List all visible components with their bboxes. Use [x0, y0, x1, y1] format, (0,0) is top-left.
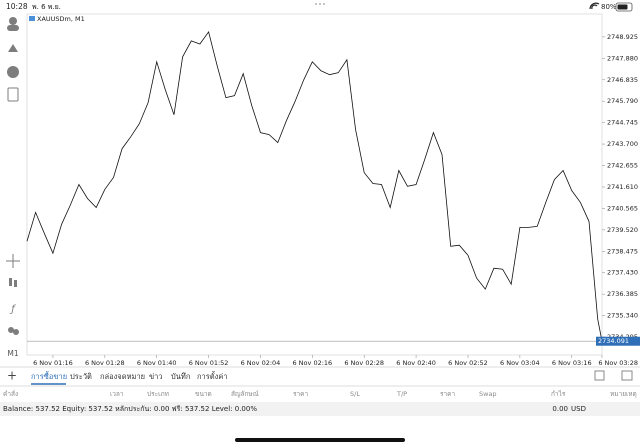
dot — [323, 3, 325, 5]
column-header: หมายเหตุ — [610, 390, 637, 398]
x-tick-label: 6 Nov 03:04 — [500, 359, 540, 367]
x-tick-label: 6 Nov 03:28 — [598, 359, 638, 367]
current-price-label: 2734.091 — [598, 337, 629, 345]
tab[interactable]: กล่องจดหมาย — [100, 372, 145, 381]
news-icon[interactable] — [7, 87, 19, 102]
objects-icon-2 — [13, 329, 19, 335]
tab[interactable]: ข่าว — [149, 372, 163, 381]
current-price-box — [596, 336, 640, 346]
tab[interactable]: บันทึก — [171, 372, 190, 381]
y-tick-label: 2739.520 — [607, 226, 638, 234]
column-header: ประเภท — [147, 390, 169, 398]
tab[interactable]: การตั้งค่า — [197, 371, 228, 381]
y-tick-label: 2736.385 — [607, 290, 638, 298]
column-header: T/P — [396, 390, 407, 398]
table-header: คำสั่ง เวลา ประเภท ขนาด สัญลักษณ์ ราคา S/L T/P ร… — [3, 389, 637, 398]
y-tick-label: 2735.340 — [607, 312, 638, 320]
x-tick-label: 6 Nov 02:40 — [396, 359, 436, 367]
y-tick-label: 2738.475 — [607, 247, 638, 255]
column-header: ราคา — [440, 390, 455, 398]
indicator-icon[interactable]: ƒ — [9, 304, 16, 315]
y-tick-label: 2745.790 — [607, 97, 638, 105]
summary: Balance: 537.52 Equity: 537.52 หลักประกั… — [3, 405, 257, 413]
column-header: กำไร — [551, 390, 566, 398]
summary-row — [0, 402, 640, 416]
candles-icon[interactable] — [9, 278, 12, 286]
chat-icon[interactable] — [7, 66, 19, 78]
x-tick-label: 6 Nov 01:52 — [189, 359, 229, 367]
y-tick-label: 2742.655 — [607, 162, 638, 170]
column-header: Swap — [479, 390, 497, 398]
account-icon[interactable] — [9, 17, 17, 25]
y-tick-label: 2748.925 — [607, 33, 638, 41]
tab[interactable]: ประวัติ — [70, 372, 92, 381]
profit: 0.00 — [552, 405, 568, 413]
battery-icon — [615, 2, 633, 12]
add-button[interactable]: + — [7, 369, 17, 383]
home-indicator — [235, 438, 405, 442]
x-tick-label: 6 Nov 03:16 — [552, 359, 592, 367]
objects-icon[interactable] — [8, 327, 14, 333]
y-tick-label: 2744.745 — [607, 119, 638, 127]
dot — [319, 3, 321, 5]
y-tick-label: 2747.880 — [607, 54, 638, 62]
column-header: สัญลักษณ์ — [231, 390, 259, 398]
wifi-icon — [589, 2, 600, 10]
account-icon-body — [7, 25, 19, 31]
x-tick-label: 6 Nov 01:40 — [137, 359, 177, 367]
currency: USD — [571, 405, 586, 413]
status-battery: 80% — [601, 3, 617, 11]
column-header: ขนาด — [195, 390, 212, 398]
column-header: ราคา — [293, 390, 308, 398]
candles-icon-2 — [14, 280, 17, 287]
timeframe-button[interactable]: M1 — [7, 349, 18, 358]
toolbar-icon[interactable] — [621, 370, 633, 381]
tabs: การซื้อขาย ประวัติ กล่องจดหมาย ข่าว บันทึก กา… — [31, 371, 228, 385]
plot-area — [26, 13, 603, 356]
x-tick-label: 6 Nov 02:04 — [241, 359, 281, 367]
x-tick-label: 6 Nov 01:16 — [33, 359, 73, 367]
symbol-icon — [29, 16, 35, 21]
status-date: พ. 6 พ.ย. — [32, 3, 61, 11]
y-tick-label: 2737.430 — [607, 269, 638, 277]
y-tick-label: 2743.700 — [607, 140, 638, 148]
x-tick-label: 6 Nov 02:52 — [448, 359, 488, 367]
sidebar: ƒ — [6, 17, 20, 335]
x-tick-label: 6 Nov 02:16 — [292, 359, 332, 367]
battery-level — [617, 4, 628, 10]
column-header: เวลา — [110, 390, 124, 398]
chart: 2748.925 2747.880 2746.835 2745.790 2744.745… — [26, 30, 640, 367]
crosshair-icon[interactable] — [6, 254, 20, 268]
toolbar-icon[interactable] — [594, 370, 605, 381]
chart-title: XAUUSDm, M1 — [37, 15, 85, 23]
y-tick-label: 2746.835 — [607, 76, 638, 84]
column-header: คำสั่ง — [3, 389, 18, 398]
x-tick-label: 6 Nov 02:28 — [344, 359, 384, 367]
trade-icon[interactable] — [8, 44, 18, 52]
price-line — [26, 30, 603, 342]
x-tick-label: 6 Nov 01:28 — [85, 359, 125, 367]
y-tick-label: 2741.610 — [607, 183, 638, 191]
y-tick-label: 2740.565 — [607, 204, 638, 212]
status-time: 10:28 — [6, 2, 28, 11]
dot — [315, 3, 317, 5]
column-header: S/L — [350, 390, 360, 398]
tab[interactable]: การซื้อขาย — [31, 371, 67, 381]
